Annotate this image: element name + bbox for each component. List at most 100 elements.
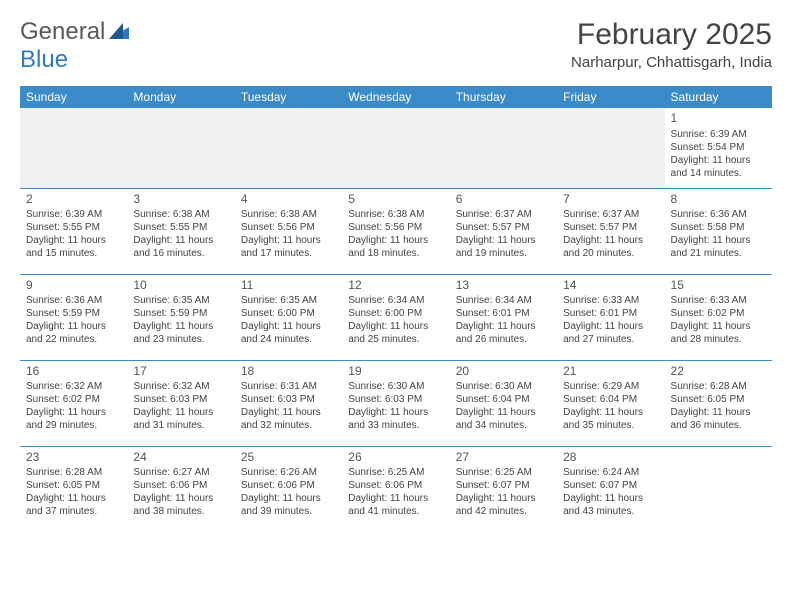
day-number: 16 xyxy=(26,364,121,380)
location: Narharpur, Chhattisgarh, India xyxy=(571,54,772,71)
calendar-day-cell: 4Sunrise: 6:38 AMSunset: 5:56 PMDaylight… xyxy=(235,188,342,274)
day-number: 14 xyxy=(563,278,658,294)
day-number: 20 xyxy=(456,364,551,380)
sunset-text: Sunset: 6:05 PM xyxy=(671,393,766,406)
daylight-text: Daylight: 11 hours xyxy=(26,320,121,333)
calendar-day-cell xyxy=(127,108,234,188)
calendar-day-cell xyxy=(557,108,664,188)
daylight-text: and 20 minutes. xyxy=(563,247,658,260)
daylight-text: Daylight: 11 hours xyxy=(241,320,336,333)
sunrise-text: Sunrise: 6:27 AM xyxy=(133,466,228,479)
day-number: 12 xyxy=(348,278,443,294)
sunrise-text: Sunrise: 6:36 AM xyxy=(671,208,766,221)
sunset-text: Sunset: 5:59 PM xyxy=(26,307,121,320)
sunrise-text: Sunrise: 6:34 AM xyxy=(348,294,443,307)
calendar-day-cell: 7Sunrise: 6:37 AMSunset: 5:57 PMDaylight… xyxy=(557,188,664,274)
sunset-text: Sunset: 5:57 PM xyxy=(563,221,658,234)
daylight-text: and 25 minutes. xyxy=(348,333,443,346)
daylight-text: and 37 minutes. xyxy=(26,505,121,518)
sunrise-text: Sunrise: 6:25 AM xyxy=(348,466,443,479)
day-number: 3 xyxy=(133,192,228,208)
calendar-day-cell: 11Sunrise: 6:35 AMSunset: 6:00 PMDayligh… xyxy=(235,274,342,360)
logo: GeneralBlue xyxy=(20,18,129,74)
daylight-text: Daylight: 11 hours xyxy=(456,406,551,419)
day-number: 17 xyxy=(133,364,228,380)
sunrise-text: Sunrise: 6:32 AM xyxy=(26,380,121,393)
daylight-text: Daylight: 11 hours xyxy=(133,406,228,419)
daylight-text: Daylight: 11 hours xyxy=(348,320,443,333)
sunset-text: Sunset: 6:07 PM xyxy=(563,479,658,492)
daylight-text: Daylight: 11 hours xyxy=(241,492,336,505)
calendar-week-row: 1Sunrise: 6:39 AMSunset: 5:54 PMDaylight… xyxy=(20,108,772,188)
daylight-text: and 42 minutes. xyxy=(456,505,551,518)
calendar-day-cell: 6Sunrise: 6:37 AMSunset: 5:57 PMDaylight… xyxy=(450,188,557,274)
sunset-text: Sunset: 6:02 PM xyxy=(671,307,766,320)
day-number: 1 xyxy=(671,111,766,127)
calendar-week-row: 9Sunrise: 6:36 AMSunset: 5:59 PMDaylight… xyxy=(20,274,772,360)
sunrise-text: Sunrise: 6:37 AM xyxy=(456,208,551,221)
weekday-header: Tuesday xyxy=(235,86,342,108)
sunset-text: Sunset: 6:03 PM xyxy=(133,393,228,406)
sunset-text: Sunset: 6:02 PM xyxy=(26,393,121,406)
logo-triangle-icon xyxy=(109,18,129,45)
weekday-header: Friday xyxy=(557,86,664,108)
calendar-day-cell xyxy=(235,108,342,188)
daylight-text: Daylight: 11 hours xyxy=(563,234,658,247)
daylight-text: Daylight: 11 hours xyxy=(348,234,443,247)
daylight-text: Daylight: 11 hours xyxy=(671,406,766,419)
calendar-week-row: 23Sunrise: 6:28 AMSunset: 6:05 PMDayligh… xyxy=(20,446,772,532)
daylight-text: Daylight: 11 hours xyxy=(456,492,551,505)
sunset-text: Sunset: 6:00 PM xyxy=(348,307,443,320)
calendar-day-cell xyxy=(450,108,557,188)
sunrise-text: Sunrise: 6:35 AM xyxy=(241,294,336,307)
daylight-text: Daylight: 11 hours xyxy=(241,234,336,247)
calendar-day-cell: 3Sunrise: 6:38 AMSunset: 5:55 PMDaylight… xyxy=(127,188,234,274)
day-number: 15 xyxy=(671,278,766,294)
daylight-text: and 26 minutes. xyxy=(456,333,551,346)
month-title: February 2025 xyxy=(571,18,772,52)
daylight-text: and 36 minutes. xyxy=(671,419,766,432)
sunrise-text: Sunrise: 6:36 AM xyxy=(26,294,121,307)
calendar-day-cell: 28Sunrise: 6:24 AMSunset: 6:07 PMDayligh… xyxy=(557,446,664,532)
daylight-text: Daylight: 11 hours xyxy=(26,234,121,247)
day-number: 28 xyxy=(563,450,658,466)
sunset-text: Sunset: 6:06 PM xyxy=(241,479,336,492)
daylight-text: Daylight: 11 hours xyxy=(456,234,551,247)
sunrise-text: Sunrise: 6:25 AM xyxy=(456,466,551,479)
daylight-text: and 15 minutes. xyxy=(26,247,121,260)
weekday-header: Wednesday xyxy=(342,86,449,108)
calendar-day-cell: 22Sunrise: 6:28 AMSunset: 6:05 PMDayligh… xyxy=(665,360,772,446)
day-number: 21 xyxy=(563,364,658,380)
daylight-text: Daylight: 11 hours xyxy=(671,320,766,333)
sunrise-text: Sunrise: 6:38 AM xyxy=(241,208,336,221)
day-number: 19 xyxy=(348,364,443,380)
daylight-text: Daylight: 11 hours xyxy=(671,234,766,247)
daylight-text: Daylight: 11 hours xyxy=(26,406,121,419)
calendar-day-cell: 2Sunrise: 6:39 AMSunset: 5:55 PMDaylight… xyxy=(20,188,127,274)
sunrise-text: Sunrise: 6:31 AM xyxy=(241,380,336,393)
sunset-text: Sunset: 6:05 PM xyxy=(26,479,121,492)
daylight-text: Daylight: 11 hours xyxy=(671,154,766,167)
calendar-day-cell: 25Sunrise: 6:26 AMSunset: 6:06 PMDayligh… xyxy=(235,446,342,532)
sunset-text: Sunset: 6:03 PM xyxy=(241,393,336,406)
daylight-text: and 31 minutes. xyxy=(133,419,228,432)
title-block: February 2025 Narharpur, Chhattisgarh, I… xyxy=(571,18,772,71)
sunset-text: Sunset: 5:58 PM xyxy=(671,221,766,234)
calendar-day-cell xyxy=(665,446,772,532)
calendar-day-cell: 9Sunrise: 6:36 AMSunset: 5:59 PMDaylight… xyxy=(20,274,127,360)
daylight-text: and 32 minutes. xyxy=(241,419,336,432)
daylight-text: and 22 minutes. xyxy=(26,333,121,346)
weekday-header-row: Sunday Monday Tuesday Wednesday Thursday… xyxy=(20,86,772,108)
daylight-text: Daylight: 11 hours xyxy=(348,492,443,505)
day-number: 24 xyxy=(133,450,228,466)
day-number: 13 xyxy=(456,278,551,294)
daylight-text: Daylight: 11 hours xyxy=(133,234,228,247)
logo-text: GeneralBlue xyxy=(20,18,129,74)
calendar-day-cell xyxy=(20,108,127,188)
sunrise-text: Sunrise: 6:38 AM xyxy=(348,208,443,221)
daylight-text: Daylight: 11 hours xyxy=(563,406,658,419)
logo-text-blue: Blue xyxy=(20,46,68,73)
sunset-text: Sunset: 5:55 PM xyxy=(133,221,228,234)
sunrise-text: Sunrise: 6:30 AM xyxy=(456,380,551,393)
calendar-day-cell: 5Sunrise: 6:38 AMSunset: 5:56 PMDaylight… xyxy=(342,188,449,274)
